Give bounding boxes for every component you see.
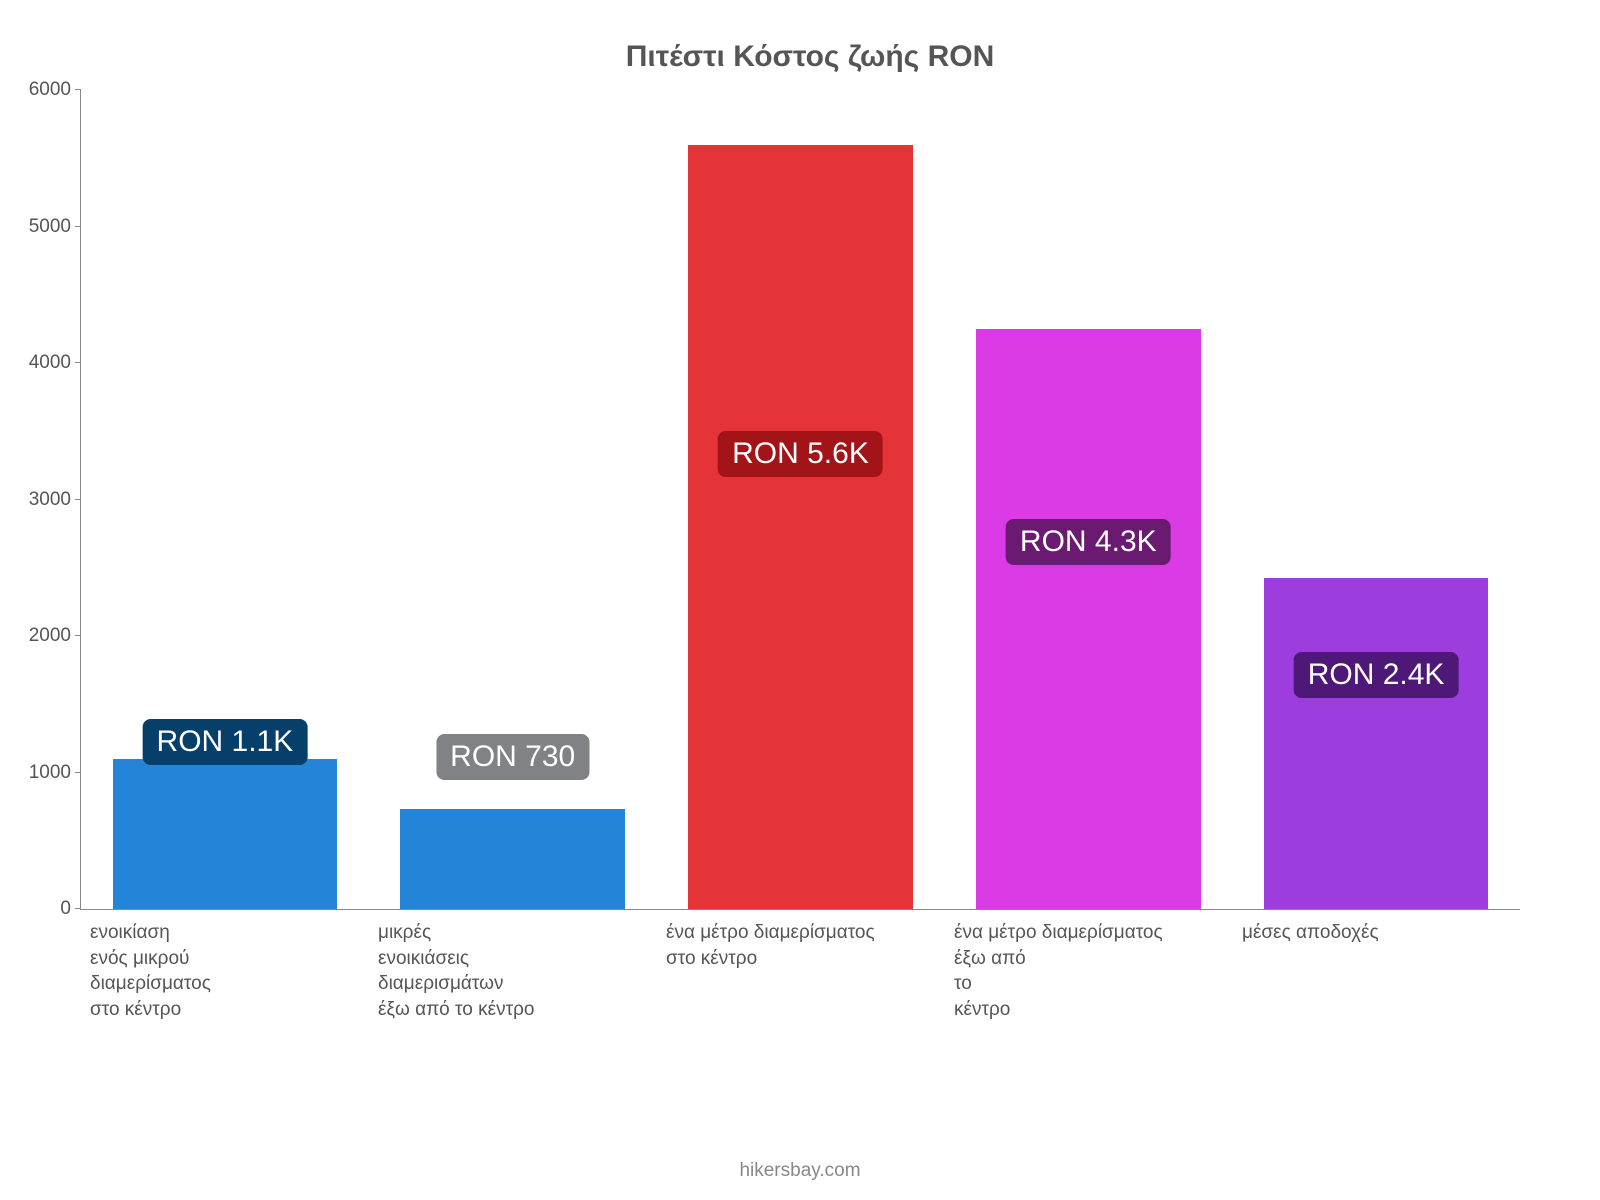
bar-value-label: RON 4.3K	[1006, 519, 1171, 565]
bar-slot: RON 5.6K	[657, 90, 945, 909]
y-axis-tick-mark	[75, 226, 81, 227]
y-axis-tick-label: 0	[21, 898, 71, 920]
y-axis-tick-mark	[75, 499, 81, 500]
bar: RON 2.4K	[1264, 90, 1488, 909]
bar-slot: RON 2.4K	[1232, 90, 1520, 909]
plot-area: RON 1.1KRON 730RON 5.6KRON 4.3KRON 2.4K …	[80, 90, 1520, 910]
bar-value-label: RON 2.4K	[1294, 652, 1459, 698]
bar: RON 5.6K	[688, 90, 912, 909]
attribution-text: hikersbay.com	[0, 1160, 1600, 1182]
bar-fill	[1264, 578, 1488, 909]
y-axis-tick-label: 6000	[21, 79, 71, 101]
x-axis-label: ένα μέτρο διαμερίσματος έξω από το κέντρ…	[944, 920, 1232, 1023]
chart-title: Πιτέστι Κόστος ζωής RON	[80, 40, 1540, 74]
bar-fill	[113, 759, 337, 909]
bar-fill	[400, 809, 624, 909]
y-axis-tick-label: 3000	[21, 489, 71, 511]
bars-container: RON 1.1K RON 730 RON 5.6K RON 4.3K RON 2.4K	[81, 90, 1520, 909]
y-axis-tick-label: 4000	[21, 352, 71, 374]
y-axis-tick-label: 1000	[21, 762, 71, 784]
y-axis-tick-mark	[75, 89, 81, 90]
y-axis-tick-mark	[75, 362, 81, 363]
bar-fill	[976, 329, 1200, 909]
bar-slot: RON 730	[369, 90, 657, 909]
bar-slot: RON 4.3K	[944, 90, 1232, 909]
bar-value-label: RON 1.1K	[143, 719, 308, 765]
y-axis-tick-mark	[75, 635, 81, 636]
bar-value-label: RON 5.6K	[718, 431, 883, 477]
bar-fill	[688, 145, 912, 909]
bar: RON 730	[400, 90, 624, 909]
y-axis-tick-label: 2000	[21, 625, 71, 647]
x-axis-labels: ενοικίαση ενός μικρού διαμερίσματος στο …	[80, 920, 1520, 1023]
cost-of-living-chart: Πιτέστι Κόστος ζωής RON RON 1.1KRON 730R…	[80, 40, 1540, 1060]
x-axis-label: μικρές ενοικιάσεις διαμερισμάτων έξω από…	[368, 920, 656, 1023]
bar-slot: RON 1.1K	[81, 90, 369, 909]
x-axis-label: ένα μέτρο διαμερίσματος στο κέντρο	[656, 920, 944, 1023]
x-axis-label: μέσες αποδοχές	[1232, 920, 1520, 1023]
y-axis-tick-label: 5000	[21, 216, 71, 238]
y-axis-tick-mark	[75, 772, 81, 773]
bar-value-label: RON 730	[436, 734, 589, 780]
bar: RON 1.1K	[113, 90, 337, 909]
bar: RON 4.3K	[976, 90, 1200, 909]
y-axis-tick-mark	[75, 908, 81, 909]
x-axis-label: ενοικίαση ενός μικρού διαμερίσματος στο …	[80, 920, 368, 1023]
